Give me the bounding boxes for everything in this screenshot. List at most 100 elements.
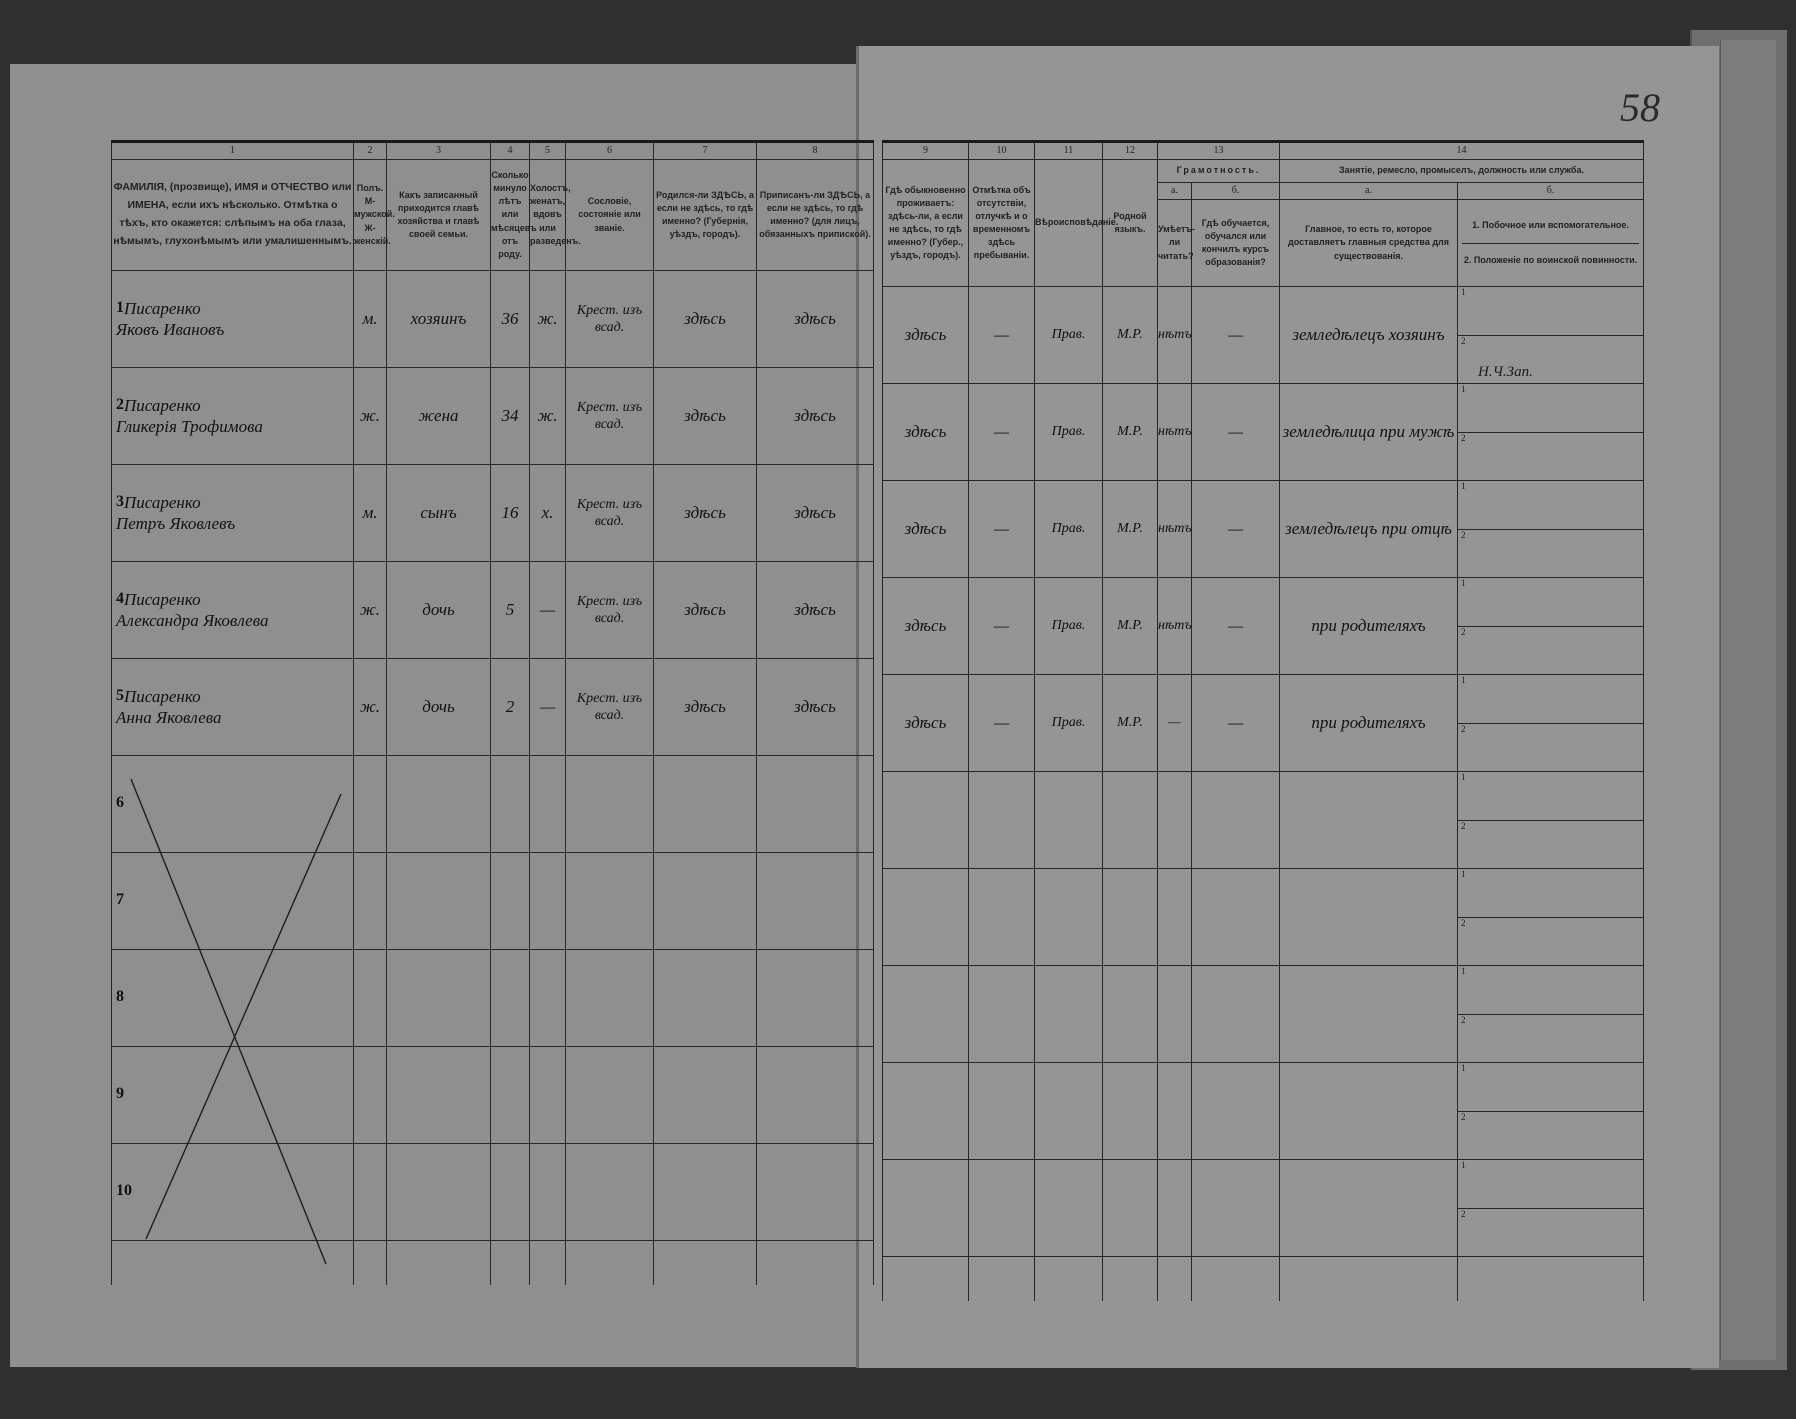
literate-cell: нѣтъ [1157, 383, 1192, 481]
name-cell: 6 [111, 755, 354, 853]
row-number: 3 [116, 492, 124, 510]
absence-cell [968, 1159, 1035, 1257]
sex-cell [353, 755, 387, 853]
school-cell: — [1191, 674, 1280, 772]
table-row: здѣсь — Прав. М.Р. нѣтъ — земледѣлецъ при отцѣ… [882, 480, 1644, 578]
col-1-header: ФАМИЛІЯ, (прозвище), ИМЯ и ОТЧЕСТВО или … [111, 159, 354, 271]
language-cell: М.Р. [1102, 674, 1158, 772]
occupation-split: 1 2 Н.Ч.Зап. [1458, 287, 1643, 383]
marital-cell [529, 949, 566, 1047]
sub-label-1: 1 [1461, 966, 1466, 976]
col-13b-label: б. [1191, 182, 1280, 200]
military-status-subcell: 2 [1458, 821, 1643, 869]
empty-cell [653, 1240, 757, 1285]
resides-cell: здѣсь [882, 577, 969, 675]
side-occupation-subcell: 1 [1458, 1160, 1643, 1209]
school-cell [1191, 965, 1280, 1063]
col-6-number: 6 [565, 141, 654, 160]
side-occupation-subcell: 1 [1458, 384, 1643, 433]
col-8-number: 8 [756, 141, 874, 160]
sex-cell: м. [353, 270, 387, 368]
side-occupation-subcell: 1 [1458, 772, 1643, 821]
estate-cell: Крест. изъ всад. [565, 270, 654, 368]
relation-cell: дочь [386, 658, 491, 756]
school-cell [1191, 1062, 1280, 1160]
occupation-main-cell: земледѣлецъ при отцѣ [1279, 480, 1458, 578]
col-14a-label: а. [1279, 182, 1458, 200]
born-cell [653, 1046, 757, 1144]
sub-label-1: 1 [1461, 869, 1466, 879]
surname: Писаренко [124, 686, 201, 706]
sex-cell [353, 852, 387, 950]
religion-cell [1034, 771, 1103, 869]
registered-cell [756, 755, 874, 853]
absence-cell [968, 965, 1035, 1063]
given-name-patronymic: Александра Яковлева [116, 611, 269, 630]
col-11-header: Вѣроисповѣданіе. [1034, 159, 1118, 287]
col-5-number: 5 [529, 141, 566, 160]
occupation-main-cell: земледѣлецъ хозяинъ [1279, 286, 1458, 384]
estate-cell: Крест. изъ всад. [565, 464, 654, 562]
military-status-subcell: 2 [1458, 627, 1643, 675]
name-cell: 4Писаренко Александра Яковлева [111, 561, 354, 659]
empty-cell [529, 1240, 566, 1285]
table-row: 10 [111, 1143, 874, 1241]
estate-cell [565, 1046, 654, 1144]
empty-cell [490, 1240, 530, 1285]
military-status-subcell: 2 Н.Ч.Зап. [1458, 336, 1643, 384]
stacked-pages-edge [1720, 40, 1776, 1360]
sex-cell: ж. [353, 367, 387, 465]
age-cell [490, 852, 530, 950]
surname: Писаренко [124, 492, 201, 512]
sub-label-2: 2 [1461, 1208, 1466, 1219]
absence-cell: — [968, 674, 1035, 772]
resides-cell [882, 868, 969, 966]
religion-cell: Прав. [1034, 577, 1103, 675]
col-1-number: 1 [111, 141, 354, 160]
col-14b-header: 1. Побочное или вспомогательное. 2. Поло… [1457, 199, 1644, 287]
age-cell [490, 755, 530, 853]
registered-cell: здѣсь [756, 561, 874, 659]
estate-cell: Крест. изъ всад. [565, 367, 654, 465]
table-row: 2Писаренко Гликерія Трофимова ж. жена 34 ж. Кр… [111, 367, 874, 465]
table-row: 4Писаренко Александра Яковлева ж. дочь 5— Кре… [111, 561, 874, 659]
registered-cell: здѣсь [756, 367, 874, 465]
row-number: 2 [116, 395, 124, 413]
sub-label-1: 1 [1461, 675, 1466, 685]
religion-cell [1034, 1062, 1103, 1160]
name-cell: 2Писаренко Гликерія Трофимова [111, 367, 354, 465]
name-cell: 9 [111, 1046, 354, 1144]
estate-cell [565, 1143, 654, 1241]
language-cell: М.Р. [1102, 286, 1158, 384]
given-name-patronymic: Яковъ Ивановъ [116, 320, 225, 339]
literate-cell: нѣтъ [1157, 480, 1192, 578]
literacy-group-header: Грамотность. [1157, 159, 1280, 183]
marital-cell: — [529, 561, 566, 659]
resides-cell [882, 1062, 969, 1160]
table-row: 7 [111, 852, 874, 950]
col-2-header: Полъ. М-мужской. Ж-женскій. [353, 159, 395, 271]
literate-cell [1157, 1159, 1192, 1257]
col-7-number: 7 [653, 141, 757, 160]
estate-cell: Крест. изъ всад. [565, 658, 654, 756]
col-6-header: Сословіе, состояніе или званіе. [565, 159, 654, 271]
school-cell: — [1191, 383, 1280, 481]
resides-cell [882, 771, 969, 869]
table-tail [111, 1240, 874, 1285]
row-number: 5 [116, 686, 124, 704]
born-cell: здѣсь [653, 270, 757, 368]
table-row: здѣсь — Прав. М.Р. нѣтъ — земледѣлица при мужѣ… [882, 383, 1644, 481]
sub-label-2: 2 [1461, 820, 1466, 831]
relation-cell [386, 1143, 491, 1241]
military-status-subcell: 2 [1458, 1015, 1643, 1063]
empty-cell [968, 1256, 1035, 1301]
